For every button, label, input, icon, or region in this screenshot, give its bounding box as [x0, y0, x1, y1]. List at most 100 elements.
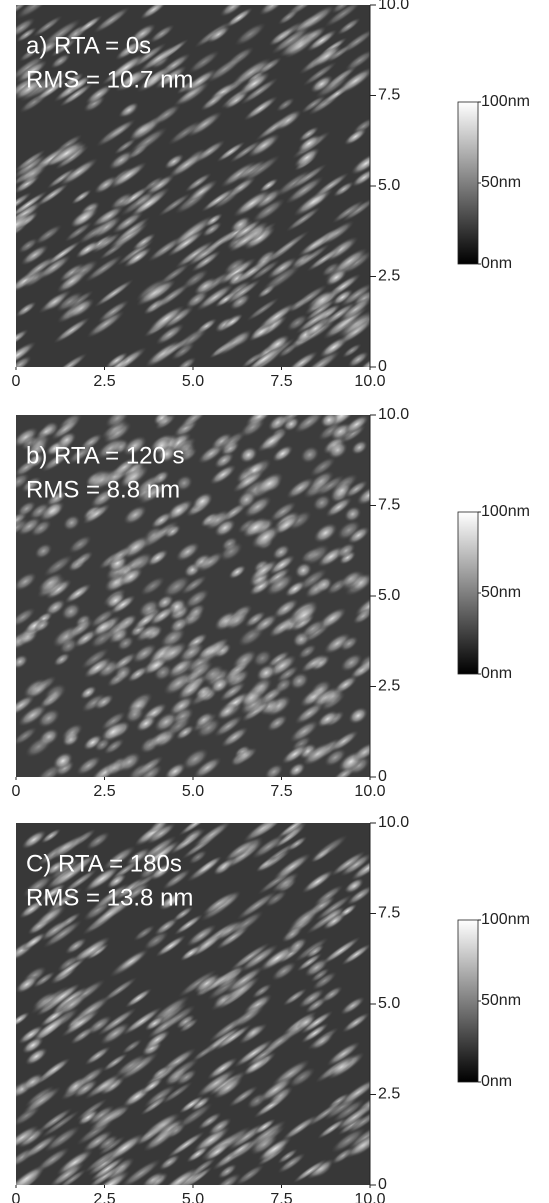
grain: [17, 516, 42, 536]
grain: [249, 559, 278, 582]
grain: [57, 955, 80, 973]
grain: [178, 1095, 204, 1114]
grain: [265, 334, 290, 354]
grain: [30, 69, 71, 99]
grain: [115, 68, 148, 92]
grain: [289, 672, 310, 690]
grain: [211, 187, 242, 210]
grain: [298, 988, 325, 1009]
grain: [252, 649, 273, 667]
grain: [101, 976, 138, 1003]
grain: [217, 1163, 238, 1179]
grain: [272, 598, 299, 619]
grain: [16, 77, 45, 101]
grain: [82, 734, 103, 751]
x-tick-label: 2.5: [93, 373, 115, 390]
grain: [243, 95, 279, 121]
grain: [115, 39, 143, 61]
grain: [105, 760, 123, 776]
grain: [311, 44, 343, 68]
panel-subtitle: RMS = 8.8 nm: [26, 476, 180, 503]
grain: [271, 961, 297, 981]
grain: [240, 351, 264, 367]
grain: [22, 933, 46, 951]
x-tick-label: 5.0: [182, 783, 204, 800]
grain: [351, 440, 368, 455]
x-tick-label: 0: [12, 373, 21, 390]
grain: [310, 290, 335, 309]
grain: [158, 892, 182, 911]
grain: [143, 930, 169, 951]
grain: [82, 1129, 113, 1153]
grain: [247, 133, 281, 158]
grain: [61, 723, 84, 742]
grain: [169, 502, 187, 519]
grain: [16, 54, 46, 81]
grain: [228, 228, 262, 253]
grain: [139, 5, 168, 20]
grain: [50, 53, 71, 69]
grain: [154, 65, 188, 90]
grain: [231, 649, 258, 671]
grain: [266, 714, 288, 732]
grain: [162, 575, 191, 598]
grain: [150, 511, 173, 529]
x-tick-label: 0: [12, 783, 21, 800]
grain: [175, 1014, 196, 1030]
grain: [340, 996, 366, 1016]
grain: [250, 1134, 279, 1156]
grain: [294, 702, 325, 725]
grain: [320, 985, 343, 1003]
grain: [150, 520, 180, 542]
grain: [106, 873, 127, 889]
grain: [59, 637, 79, 655]
grain: [29, 502, 51, 520]
y-tick-label: 0: [378, 358, 387, 375]
grain: [21, 1086, 62, 1115]
grain: [138, 863, 159, 880]
grain: [38, 500, 66, 522]
grain: [224, 838, 256, 862]
grain: [138, 481, 169, 505]
grain: [310, 1032, 334, 1051]
grain: [75, 1098, 108, 1122]
grain: [85, 84, 113, 105]
grain: [350, 152, 370, 175]
grain: [356, 485, 370, 506]
y-tick-label: 7.5: [378, 905, 400, 922]
grain: [45, 489, 68, 508]
grain: [321, 261, 341, 277]
grain: [68, 535, 92, 554]
grain: [338, 1077, 370, 1108]
grain: [257, 1136, 293, 1162]
grain: [201, 891, 235, 916]
grain: [200, 91, 227, 112]
grain: [62, 868, 98, 894]
grain: [292, 1158, 327, 1184]
grain: [16, 726, 38, 746]
grain: [21, 1073, 44, 1091]
grain: [213, 715, 244, 738]
grain: [71, 189, 92, 205]
grain: [84, 1072, 123, 1100]
grain: [242, 823, 283, 843]
grain: [343, 505, 362, 523]
grain: [270, 25, 311, 55]
grain: [91, 232, 122, 254]
grain: [30, 904, 68, 932]
grain: [77, 221, 110, 245]
y-tick-label: 7.5: [378, 87, 400, 104]
grain: [111, 457, 138, 477]
grain: [301, 869, 335, 894]
grain: [110, 594, 136, 615]
grain: [28, 432, 51, 452]
grain: [170, 342, 196, 361]
grain: [358, 653, 370, 672]
grain: [234, 22, 267, 47]
grain: [332, 1098, 366, 1123]
grain: [119, 464, 150, 489]
grain: [235, 1164, 265, 1185]
grain: [228, 1085, 259, 1108]
grain: [150, 1065, 170, 1080]
